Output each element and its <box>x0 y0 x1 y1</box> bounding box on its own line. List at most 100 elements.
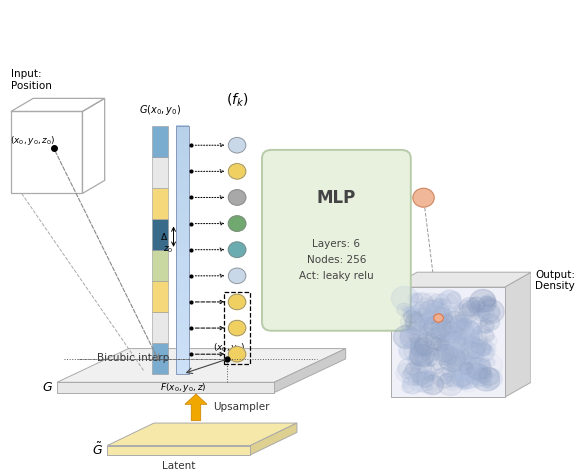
Bar <box>176 367 190 374</box>
Circle shape <box>437 372 448 381</box>
Bar <box>176 318 190 324</box>
Circle shape <box>447 292 460 303</box>
Bar <box>152 126 168 156</box>
Circle shape <box>410 338 420 347</box>
Circle shape <box>437 373 463 395</box>
Circle shape <box>475 345 494 362</box>
Bar <box>176 274 190 281</box>
Circle shape <box>439 298 447 304</box>
Circle shape <box>454 301 479 323</box>
Bar <box>176 193 190 200</box>
Circle shape <box>428 374 434 380</box>
Circle shape <box>419 301 445 324</box>
Circle shape <box>486 358 495 366</box>
Circle shape <box>457 354 482 375</box>
Circle shape <box>478 358 490 368</box>
Polygon shape <box>251 423 297 455</box>
Text: Bicubic interp: Bicubic interp <box>97 353 169 363</box>
Circle shape <box>416 372 433 387</box>
Circle shape <box>420 325 428 331</box>
Circle shape <box>431 324 452 343</box>
Bar <box>176 126 190 374</box>
Circle shape <box>472 342 478 347</box>
Circle shape <box>415 333 442 357</box>
Circle shape <box>419 317 439 336</box>
Circle shape <box>468 358 476 365</box>
Circle shape <box>488 346 494 351</box>
Circle shape <box>458 304 464 309</box>
Circle shape <box>460 363 473 374</box>
Text: MLP: MLP <box>317 189 356 207</box>
Polygon shape <box>107 423 297 446</box>
Circle shape <box>410 308 420 317</box>
Circle shape <box>418 308 427 316</box>
Polygon shape <box>391 287 505 397</box>
Circle shape <box>435 345 454 362</box>
Circle shape <box>473 365 486 376</box>
Text: $(x_0, y_0)$: $(x_0, y_0)$ <box>213 341 245 354</box>
Circle shape <box>475 305 483 312</box>
Circle shape <box>478 356 490 367</box>
Circle shape <box>458 350 484 373</box>
Circle shape <box>445 371 464 387</box>
Circle shape <box>441 349 465 371</box>
Circle shape <box>465 363 473 370</box>
Circle shape <box>435 304 450 318</box>
Text: $\tilde{G}$: $\tilde{G}$ <box>92 442 103 458</box>
Circle shape <box>442 366 456 377</box>
Circle shape <box>476 301 485 309</box>
FancyBboxPatch shape <box>262 150 411 331</box>
Circle shape <box>461 362 486 384</box>
Bar <box>176 255 190 262</box>
Circle shape <box>483 298 494 307</box>
Circle shape <box>437 334 445 340</box>
Circle shape <box>408 311 422 323</box>
Bar <box>152 188 168 219</box>
Bar <box>176 262 190 268</box>
Circle shape <box>478 300 504 323</box>
Circle shape <box>403 376 423 394</box>
Polygon shape <box>57 383 274 392</box>
Circle shape <box>448 356 468 374</box>
Circle shape <box>454 337 461 343</box>
Circle shape <box>453 326 475 346</box>
Circle shape <box>418 341 425 347</box>
Circle shape <box>431 369 445 381</box>
Bar <box>176 336 190 343</box>
Circle shape <box>415 298 436 316</box>
Circle shape <box>421 375 444 395</box>
Bar <box>176 305 190 312</box>
Circle shape <box>455 317 467 327</box>
Circle shape <box>399 345 416 360</box>
Circle shape <box>410 293 434 314</box>
Bar <box>176 181 190 188</box>
Circle shape <box>482 294 496 307</box>
Circle shape <box>404 338 431 363</box>
Circle shape <box>437 291 461 312</box>
Bar <box>176 206 190 212</box>
Circle shape <box>404 384 408 388</box>
Circle shape <box>458 341 484 365</box>
Bar <box>176 286 190 293</box>
Circle shape <box>467 343 485 358</box>
Text: $(f_k)$: $(f_k)$ <box>226 92 248 109</box>
Circle shape <box>467 369 484 384</box>
Circle shape <box>476 307 490 319</box>
Circle shape <box>437 339 454 355</box>
Circle shape <box>228 294 246 310</box>
Circle shape <box>412 380 419 386</box>
Circle shape <box>486 321 495 328</box>
Circle shape <box>439 348 466 372</box>
Circle shape <box>441 374 452 384</box>
Circle shape <box>480 314 499 331</box>
Circle shape <box>416 316 431 329</box>
Circle shape <box>444 356 454 365</box>
Circle shape <box>391 286 418 310</box>
Circle shape <box>410 349 429 365</box>
Circle shape <box>469 301 486 315</box>
Circle shape <box>434 363 442 370</box>
Circle shape <box>474 327 483 334</box>
Bar <box>176 187 190 194</box>
Bar <box>176 311 190 318</box>
Circle shape <box>228 320 246 336</box>
